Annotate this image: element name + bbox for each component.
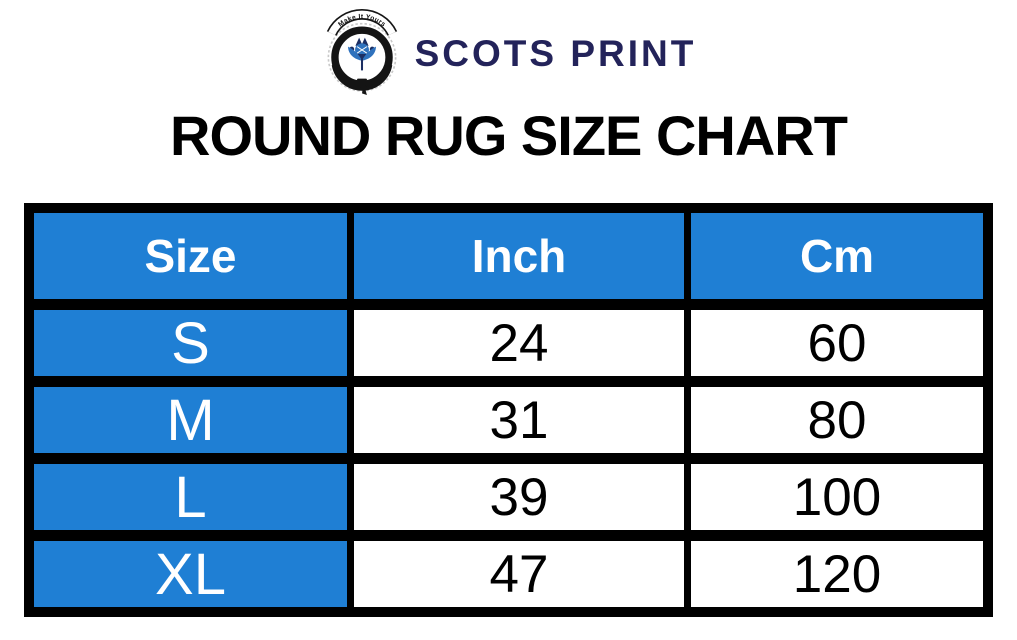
size-label-cell-m: M [34,387,347,453]
column-header-inch: Inch [354,213,684,299]
page-title: ROUND RUG SIZE CHART [170,104,848,167]
cm-value-cell-m: 80 [691,387,983,453]
size-label-cell-xl: XL [34,541,347,607]
cm-value-cell-xl: 120 [691,541,983,607]
size-label-cell-s: S [34,310,347,376]
size-label-cell-l: L [34,464,347,530]
badge-banner [327,10,396,36]
inch-value-cell-l: 39 [354,464,684,530]
brand-name: SCOTS PRINT [414,33,697,74]
inch-value-cell-s: 24 [354,310,684,376]
brand-header: Make It Yours SCOTS PRINT [0,0,1017,98]
badge-belt [331,63,392,95]
inch-value-cell-xl: 47 [354,541,684,607]
column-header-size: Size [34,213,347,299]
badge-scallop-edge [327,22,397,92]
cm-value-cell-s: 60 [691,310,983,376]
cm-value-cell-l: 100 [691,464,983,530]
size-chart-table: Size Inch Cm S 24 60 M 31 80 L 39 100 XL… [24,203,993,617]
column-header-cm: Cm [691,213,983,299]
inch-value-cell-m: 31 [354,387,684,453]
thistle-badge-logo: Make It Yours [326,9,397,95]
thistle-icon [347,37,376,71]
